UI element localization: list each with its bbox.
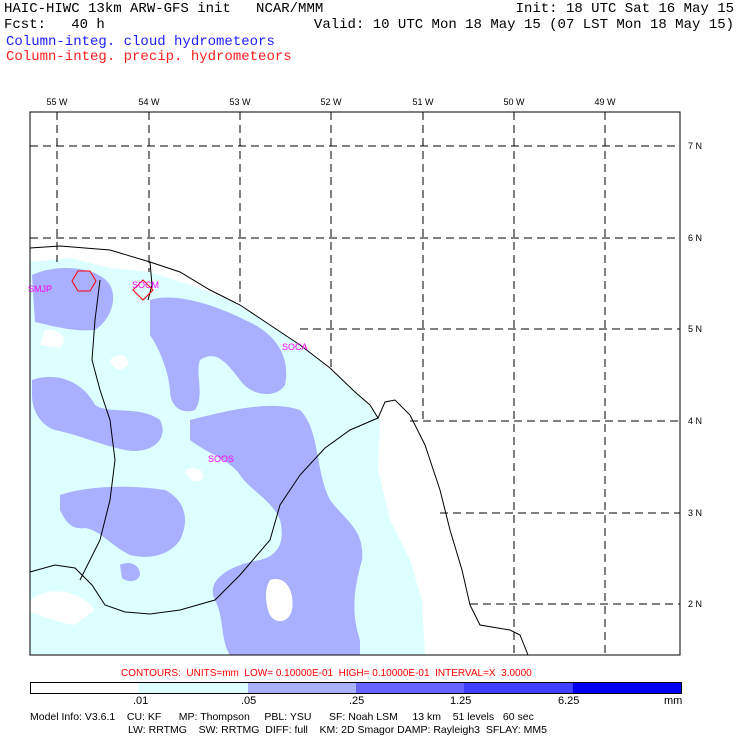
lat-label: 3 N (688, 508, 702, 518)
lat-label: 7 N (688, 141, 702, 151)
colorbar-unit: mm (664, 695, 683, 707)
lat-label: 2 N (688, 599, 702, 609)
cloud-level2-shading (32, 267, 363, 655)
station-markers: SMJP SOCM SOCA SOOS (28, 270, 308, 464)
map-frame (29, 111, 681, 656)
coastline (29, 245, 529, 656)
lon-label: 54 W (138, 97, 160, 107)
station-label-soos: SOOS (208, 454, 234, 464)
lon-label: 52 W (320, 97, 342, 107)
lon-label: 50 W (503, 97, 525, 107)
station-label-smjp: SMJP (28, 284, 52, 294)
graticule (30, 112, 680, 655)
colorbar-tick: .01 (133, 695, 149, 707)
station-label-socm: SOCM (132, 280, 159, 290)
colorbar-tick: .05 (241, 695, 257, 707)
init-time: Init: 18 UTC Sat 16 May 15 (515, 1, 734, 17)
colorbar (30, 682, 682, 694)
colorbar-tick: 6.25 (558, 695, 580, 707)
map-title: HAIC-HIWC 13km ARW-GFS init NCAR/MMM (4, 1, 324, 17)
lat-label: 5 N (688, 324, 702, 334)
colorbar-tick: .25 (349, 695, 365, 707)
colorbar-tick: 1.25 (450, 695, 472, 707)
field-precip-label: Column-integ. precip. hydrometeors (6, 49, 292, 65)
lon-label: 51 W (412, 97, 434, 107)
valid-time: Valid: 10 UTC Mon 18 May 15 (07 LST Mon … (313, 17, 734, 33)
model-info-line1: Model Info: V3.6.1 CU: KF MP: Thompson P… (30, 711, 534, 723)
lon-label: 53 W (229, 97, 251, 107)
lon-label: 49 W (594, 97, 616, 107)
lat-label: 4 N (688, 416, 702, 426)
lat-label: 6 N (688, 233, 702, 243)
forecast-hour: Fcst: 40 h (4, 17, 105, 33)
contours-info: CONTOURS: UNITS=mm LOW= 0.10000E-01 HIGH… (121, 668, 532, 679)
station-socm-marker (132, 279, 154, 301)
station-smjp-marker (71, 270, 97, 292)
field-cloud-label: Column-integ. cloud hydrometeors (6, 34, 275, 50)
model-info-line2: LW: RRTMG SW: RRTMG DIFF: full KM: 2D Sm… (128, 724, 547, 736)
station-label-soca: SOCA (282, 342, 308, 352)
lon-label: 55 W (46, 97, 68, 107)
